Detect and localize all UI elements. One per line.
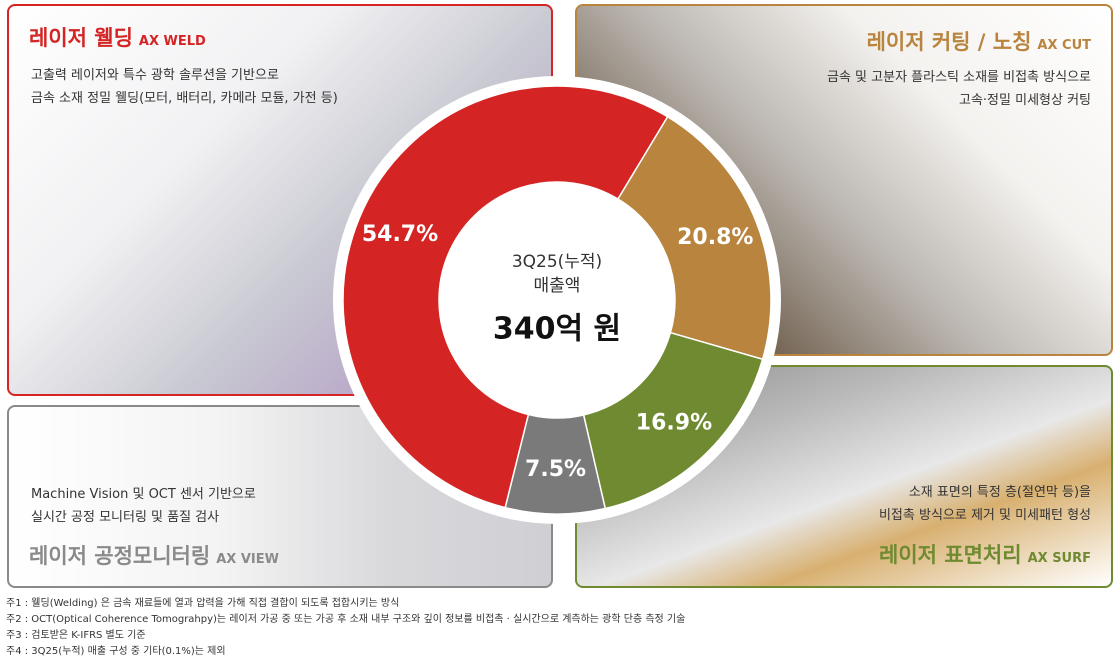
- title-tag: AX VIEW: [216, 552, 279, 567]
- title-tag: AX SURF: [1027, 551, 1091, 566]
- desc-line: 고속·정밀 미세형상 커팅: [959, 93, 1091, 108]
- slice-label: 54.7%: [362, 222, 438, 247]
- title-text: 레이저 표면처리: [879, 543, 1022, 567]
- desc-line: 소재 표면의 특정 층(절연막 등)을: [908, 485, 1091, 500]
- title-text: 레이저 웰딩: [29, 26, 133, 50]
- panel-title: 레이저 표면처리 AX SURF: [879, 539, 1091, 569]
- note: 주2 : OCT(Optical Coherence Tomograhpy)는 …: [6, 614, 686, 625]
- panel-title: 레이저 웰딩 AX WELD: [29, 22, 206, 52]
- panel-title: 레이저 공정모니터링 AX VIEW: [29, 540, 279, 570]
- slice-label: 16.9%: [636, 410, 712, 435]
- center-total: 340억 원: [493, 312, 621, 347]
- panel-title: 레이저 커팅 / 노칭 AX CUT: [867, 26, 1091, 56]
- title-text: 레이저 공정모니터링: [29, 544, 211, 568]
- note: 주1 : 웰딩(Welding) 은 금속 재료들에 열과 압력을 가해 직접 …: [6, 598, 400, 609]
- donut-hole: [439, 182, 675, 418]
- desc-line: 금속 및 고분자 플라스틱 소재를 비접촉 방식으로: [827, 70, 1091, 85]
- desc-line: Machine Vision 및 OCT 센서 기반으로: [31, 487, 256, 502]
- title-tag: AX CUT: [1037, 38, 1091, 53]
- desc-line: 금속 소재 정밀 웰딩(모터, 배터리, 카메라 모듈, 가전 등): [31, 91, 338, 106]
- desc-line: 실시간 공정 모니터링 및 품질 검사: [31, 510, 220, 525]
- title-text: 레이저 커팅 / 노칭: [866, 30, 1032, 54]
- slice-label: 7.5%: [525, 457, 586, 482]
- note: 주3 : 검토받은 K-IFRS 별도 기준: [6, 630, 146, 641]
- note: 주4 : 3Q25(누적) 매출 구성 중 기타(0.1%)는 제외: [6, 646, 226, 657]
- slice-label: 20.8%: [677, 225, 753, 250]
- center-line: 매출액: [534, 276, 581, 296]
- notes: 주1 : 웰딩(Welding) 은 금속 재료들에 열과 압력을 가해 직접 …: [6, 596, 685, 660]
- desc-line: 고출력 레이저와 특수 광학 솔루션을 기반으로: [31, 68, 279, 83]
- title-tag: AX WELD: [138, 34, 206, 49]
- center-line: 3Q25(누적): [512, 252, 602, 272]
- desc-line: 비접촉 방식으로 제거 및 미세패턴 형성: [878, 508, 1091, 523]
